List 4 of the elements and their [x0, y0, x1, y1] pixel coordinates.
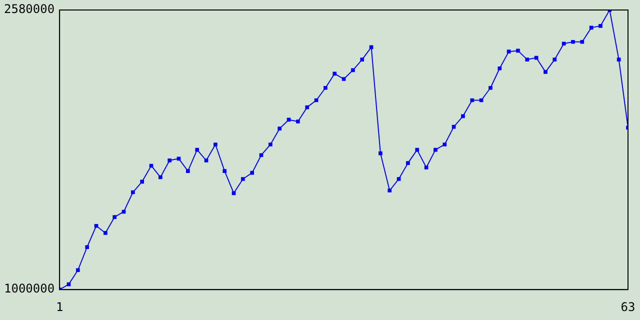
- y-tick-label: 1000000: [4, 282, 55, 296]
- x-tick-label: 63: [620, 300, 636, 314]
- x-tick-label: 1: [56, 300, 64, 314]
- y-tick-label: 2580000: [4, 2, 55, 16]
